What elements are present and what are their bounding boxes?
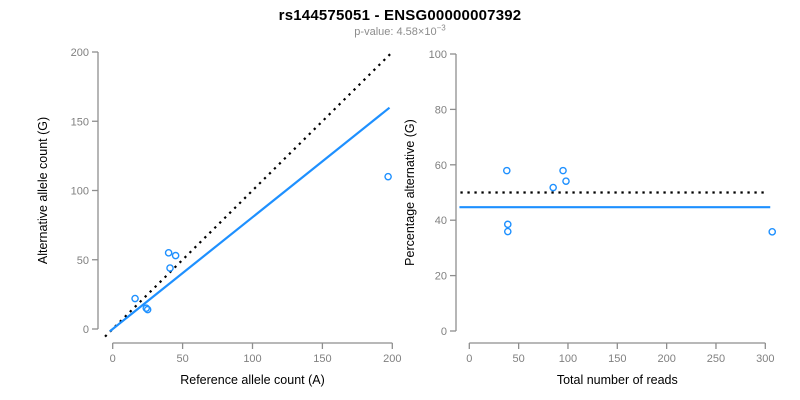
x-tick-label: 200 [383,353,401,365]
fit-line [109,106,391,333]
y-tick-label: 80 [435,104,447,116]
x-tick-label: 50 [176,353,188,365]
y-tick-label: 0 [83,324,89,336]
figure-subtitle: p-value: 4.58×10−3 [0,23,800,38]
x-tick-label: 300 [756,353,774,365]
x-tick-label: 0 [110,353,116,365]
left-scatter-plot: 0 50 100 150 200 0 50 100 150 200 Reference allele… [36,47,401,387]
data-point [166,264,174,272]
y-tick-label: 60 [435,160,447,172]
data-point [131,294,139,303]
x-axis-title: Reference allele count (A) [180,373,325,387]
data-point [503,220,512,229]
x-tick-label: 250 [707,353,725,365]
data-point [142,304,151,313]
x-tick-label: 100 [559,353,577,365]
subtitle-text: p-value: 4.58×10 [354,26,437,38]
data-point [503,227,512,236]
y-tick-label: 40 [435,215,447,227]
y-tick-label: 150 [71,116,89,128]
y-axis-title: Percentage alternative (G) [403,119,417,266]
y-tick-label: 20 [435,271,447,283]
identity-line [104,53,391,338]
y-tick-label: 200 [71,47,89,59]
data-point [502,166,511,175]
y-tick-label: 100 [71,186,89,198]
data-point [562,177,570,185]
data-point [164,249,173,257]
x-axis-title: Total number of reads [557,373,678,387]
data-point [171,251,180,260]
figure-title: rs144575051 - ENSG00000007392 [278,7,522,24]
x-tick-label: 200 [657,353,675,365]
x-tick-label: 150 [608,353,626,365]
right-scatter-plot: 0 20 40 60 80 100 0 50 100 150 200 250 300 Total numb… [403,49,777,387]
y-tick-label: 50 [77,255,89,267]
x-tick-label: 0 [466,353,472,365]
data-point [549,183,557,192]
data-point [768,228,777,236]
y-tick-label: 0 [441,326,447,338]
data-point [384,172,392,181]
subtitle-exponent: −3 [436,23,446,33]
data-point [559,166,567,175]
x-tick-label: 100 [243,353,261,365]
data-point [143,305,152,314]
y-axis-title: Alternative allele count (G) [36,117,50,264]
x-tick-label: 50 [513,353,525,365]
y-tick-label: 100 [429,49,447,61]
x-tick-label: 150 [313,353,331,365]
